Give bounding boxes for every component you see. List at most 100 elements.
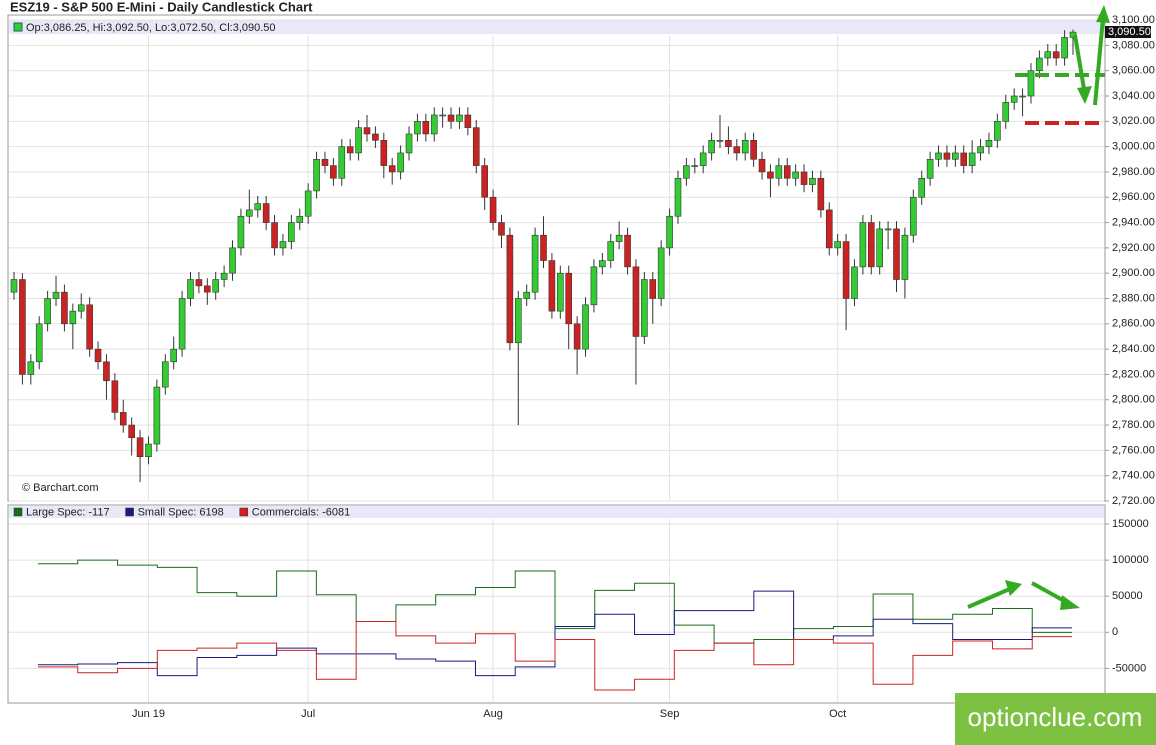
y-tick-label: 3,000.00 <box>1112 141 1155 153</box>
y-tick-label: 3,060.00 <box>1112 65 1155 77</box>
y-tick-label: 50000 <box>1112 590 1143 602</box>
candle-body <box>128 424 135 439</box>
candle-body <box>733 146 741 154</box>
candle-body <box>758 158 766 173</box>
x-tick-label: Jul <box>301 708 315 720</box>
candle-body <box>582 304 589 350</box>
candle-body <box>220 272 228 280</box>
candle-body <box>977 146 984 154</box>
y-tick-label: 2,980.00 <box>1112 166 1155 178</box>
candle-body <box>607 241 615 261</box>
candle-body <box>708 139 715 154</box>
candle-body <box>35 323 43 363</box>
legend-swatch <box>13 22 23 32</box>
candle-body <box>809 177 816 185</box>
candle-body <box>246 209 253 217</box>
annotation-arrow <box>1096 5 1110 23</box>
candle-body <box>985 139 993 147</box>
candle-body <box>94 348 102 363</box>
candle-body <box>195 279 203 287</box>
candle-body <box>254 203 262 211</box>
candle-body <box>481 165 488 198</box>
y-tick-label: 2,760.00 <box>1112 444 1155 456</box>
candle-body <box>615 234 623 242</box>
candle-body <box>590 266 598 306</box>
candle-body <box>691 165 699 167</box>
cot-line <box>38 559 1072 644</box>
candle-body <box>388 165 396 173</box>
candle-body <box>153 386 161 445</box>
candle-body <box>783 165 791 179</box>
candle-body <box>825 209 833 249</box>
candle-body <box>960 152 968 166</box>
y-tick-label: 2,860.00 <box>1112 318 1155 330</box>
y-tick-label: 2,880.00 <box>1112 292 1155 304</box>
candle-body <box>657 247 665 299</box>
candle-body <box>187 279 194 299</box>
cot-line <box>38 590 1072 677</box>
y-tick-label: 3,080.00 <box>1112 39 1155 51</box>
candle-body <box>514 298 522 344</box>
candle-body <box>867 222 875 268</box>
candle-body <box>271 222 278 249</box>
y-tick-label: 2,940.00 <box>1112 216 1155 228</box>
legend-swatch <box>13 507 23 517</box>
candle-body <box>447 114 455 122</box>
candle-body <box>321 158 329 166</box>
candle-body <box>355 127 362 154</box>
candle-body <box>288 222 295 242</box>
source: © Barchart.com <box>22 482 99 494</box>
annotation-arrow <box>967 586 1013 609</box>
candle-body <box>27 361 35 375</box>
legend-label: Small Spec: 6198 <box>138 506 224 518</box>
candle-body <box>573 323 581 350</box>
y-tick-label: 2,780.00 <box>1112 419 1155 431</box>
candle-body <box>699 152 707 166</box>
chart-title: ESZ19 - S&P 500 E-Mini - Daily Candlesti… <box>10 0 313 14</box>
annotation-arrow <box>1093 17 1105 106</box>
candle-body <box>506 234 514 344</box>
candle-body <box>1027 70 1035 97</box>
candle-body <box>565 272 573 325</box>
candle-body <box>1044 51 1052 59</box>
candle-body <box>380 139 388 166</box>
candle-body <box>363 127 371 135</box>
candle-body <box>1052 51 1060 59</box>
y-tick-label: 3,100.00 <box>1112 14 1155 26</box>
watermark: optionclue.com <box>968 702 1143 732</box>
y-tick-label: 3,020.00 <box>1112 115 1155 127</box>
y-tick-label: 2,900.00 <box>1112 267 1155 279</box>
cot-legend-bar <box>9 506 1104 518</box>
candle-body <box>330 165 337 179</box>
candle-body <box>918 177 926 198</box>
candle-body <box>935 152 942 160</box>
candle-body <box>111 380 119 413</box>
y-tick-label: 2,800.00 <box>1112 394 1155 406</box>
y-tick-label: 0 <box>1112 626 1118 638</box>
candle-body <box>683 165 690 179</box>
candle-body <box>212 279 220 293</box>
candle-body <box>624 234 631 268</box>
candle-body <box>346 146 354 154</box>
candle-body <box>901 234 909 280</box>
x-tick-label: Jun 19 <box>132 708 165 720</box>
candle-body <box>725 139 732 147</box>
candle-body <box>61 291 68 325</box>
x-tick-label: Aug <box>483 708 503 720</box>
candle-body <box>548 260 556 312</box>
candle-body <box>229 247 236 274</box>
candle-body <box>876 228 883 268</box>
candle-body <box>557 272 564 312</box>
candle-body <box>414 121 421 135</box>
legend-label: Commercials: -6081 <box>252 506 350 518</box>
legend-swatch <box>125 507 134 517</box>
annotation-arrow <box>1060 595 1080 610</box>
candle-body <box>472 127 480 166</box>
candle-body <box>136 437 144 458</box>
candle-body <box>834 241 841 249</box>
candle-body <box>237 215 245 249</box>
candle-body <box>750 139 757 160</box>
annotation-arrow <box>1073 34 1087 96</box>
candle-body <box>170 348 177 363</box>
